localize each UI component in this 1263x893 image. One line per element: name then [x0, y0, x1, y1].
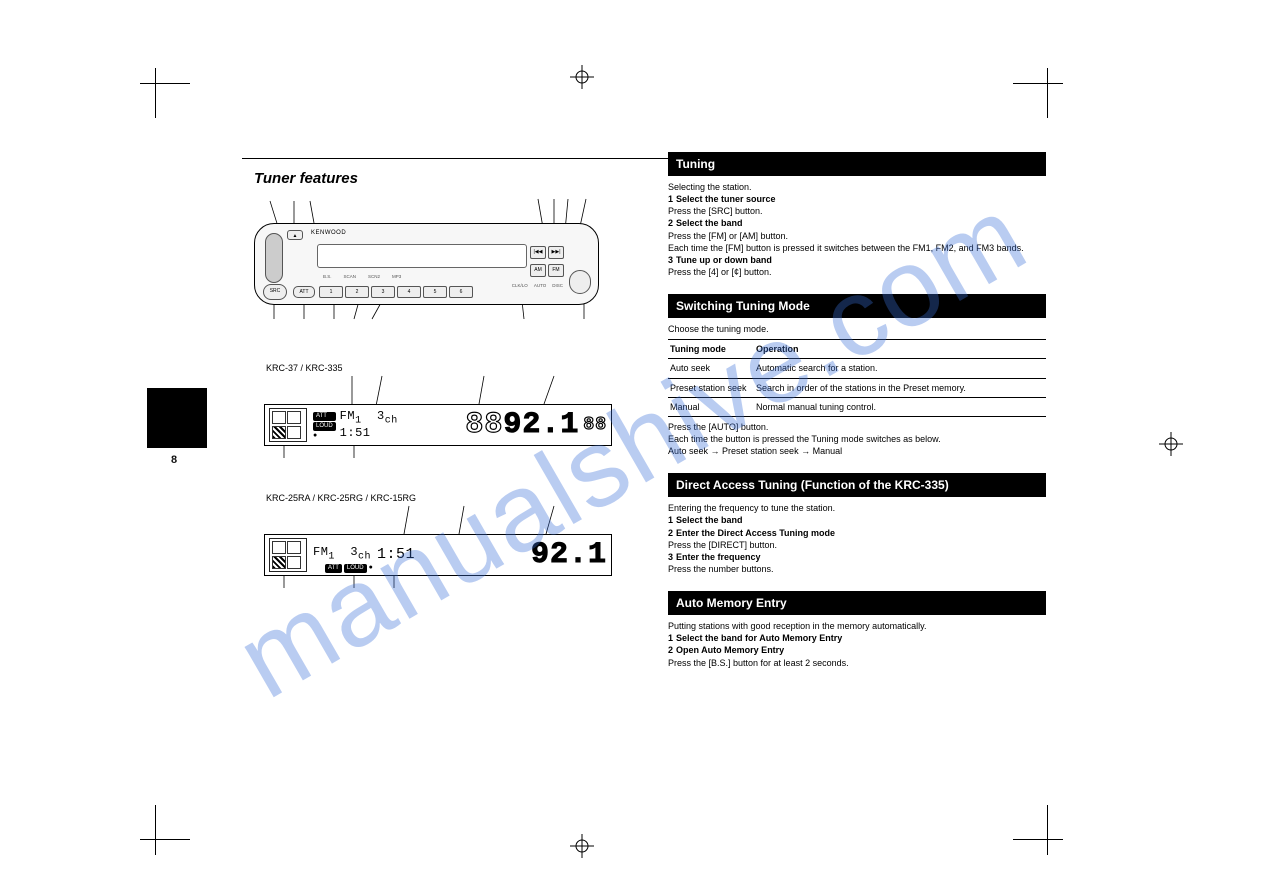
page-number: 8	[159, 454, 189, 466]
preset-2: 2	[345, 286, 369, 298]
head-ame: Auto Memory Entry	[668, 591, 1046, 615]
page-content: 8 Tuner features ▲ KENWOOD |◀◀	[232, 152, 1031, 773]
preset-3: 3	[371, 286, 395, 298]
lcd-clock-2: 1:51	[377, 548, 415, 561]
faceplate-diagram: ▲ KENWOOD |◀◀ ▶▶| AM FM SRC ATT B.S. SCA…	[254, 193, 644, 323]
crop-mark-tr	[1003, 68, 1063, 128]
section-tuning: Tuning Selecting the station. 1Select th…	[668, 152, 1046, 288]
att-button: ATT	[293, 286, 315, 298]
seek-next-button: ▶▶|	[548, 246, 564, 259]
lcd-indicator-badges: ATT LOUD ●	[313, 412, 336, 439]
lcd-panel-1: ATT LOUD ● FM1 3ch 1:51 88 92.1 88	[264, 404, 612, 446]
preset-6: 6	[449, 286, 473, 298]
lcd-panel-2: FM1 3ch 1:51 92.1 ATT LOUD ●	[264, 534, 612, 576]
crop-mark-br	[1003, 795, 1063, 855]
att-indicator-2: ATT	[325, 564, 342, 573]
lcd-diagram-2: FM1 3ch 1:51 92.1 ATT LOUD ●	[254, 504, 624, 589]
lcd-caption-1: KRC-37 / KRC-335	[266, 363, 654, 373]
head-tuning-mode: Switching Tuning Mode	[668, 294, 1046, 318]
body-direct: Entering the frequency to tune the stati…	[668, 500, 1046, 585]
lcd-ghost-digits: 88	[465, 408, 503, 442]
head-direct: Direct Access Tuning (Function of the KR…	[668, 473, 1046, 497]
faceplate-display	[317, 244, 527, 268]
preset-1: 1	[319, 286, 343, 298]
section-ame: Auto Memory Entry Putting stations with …	[668, 591, 1046, 679]
tuning-mode-table: Tuning mode Operation Auto seekAutomatic…	[668, 339, 1046, 417]
lcd-caption-2: KRC-25RA / KRC-25RG / KRC-15RG	[266, 493, 654, 503]
body-tuning: Selecting the station. 1Select the tuner…	[668, 179, 1046, 288]
body-tuning-mode: Choose the tuning mode. Tuning mode Oper…	[668, 321, 1046, 467]
section-direct-tuning: Direct Access Tuning (Function of the KR…	[668, 473, 1046, 585]
right-column: Tuning Selecting the station. 1Select th…	[668, 152, 1046, 685]
preset-5: 5	[423, 286, 447, 298]
faceplate-sublabels: B.S. SCAN SCN2 MP3	[323, 274, 401, 279]
fm-button: FM	[548, 264, 564, 277]
preset-buttons-row: 1 2 3 4 5 6	[319, 286, 473, 298]
src-button: SRC	[263, 284, 287, 300]
registration-mark-bottom	[570, 834, 594, 858]
faceplate-body: ▲ KENWOOD |◀◀ ▶▶| AM FM SRC ATT B.S. SCA…	[254, 223, 599, 305]
lcd-frequency-2: 92.1	[531, 538, 607, 572]
faceplate-sublabels-right: CLK/LO AUTO DISC	[512, 283, 563, 288]
section-tuning-mode: Switching Tuning Mode Choose the tuning …	[668, 294, 1046, 467]
page-side-tab	[147, 388, 207, 448]
lcd-diagram-1: ATT LOUD ● FM1 3ch 1:51 88 92.1 88	[254, 374, 624, 459]
am-button: AM	[530, 264, 546, 277]
lcd-mid-info: FM1 3ch 1:51	[340, 410, 398, 440]
registration-mark-right	[1159, 432, 1183, 456]
registration-mark-top	[570, 65, 594, 89]
crop-mark-tl	[140, 68, 200, 128]
section-title: Tuner features	[254, 170, 654, 187]
lcd-mid-info-2: FM1 3ch	[313, 546, 371, 563]
left-column: Tuner features ▲ KENWOOD |◀◀ ▶▶| AM	[254, 170, 654, 623]
preset-4: 4	[397, 286, 421, 298]
seek-prev-button: |◀◀	[530, 246, 546, 259]
body-ame: Putting stations with good reception in …	[668, 618, 1046, 679]
power-knob	[265, 233, 283, 283]
lcd-frequency: 92.1	[503, 408, 579, 442]
loud-indicator: LOUD	[313, 422, 336, 431]
lcd-status-icon	[269, 408, 307, 442]
head-tuning: Tuning	[668, 152, 1046, 176]
crop-mark-bl	[140, 795, 200, 855]
loud-indicator-2: LOUD	[344, 564, 367, 573]
brand-logo: KENWOOD	[311, 230, 346, 236]
eject-button: ▲	[287, 230, 303, 240]
lcd-status-icon-2	[269, 538, 307, 572]
release-button	[569, 270, 591, 294]
att-indicator: ATT	[313, 412, 336, 421]
lcd-ghost-digits-2: 88	[583, 415, 607, 435]
